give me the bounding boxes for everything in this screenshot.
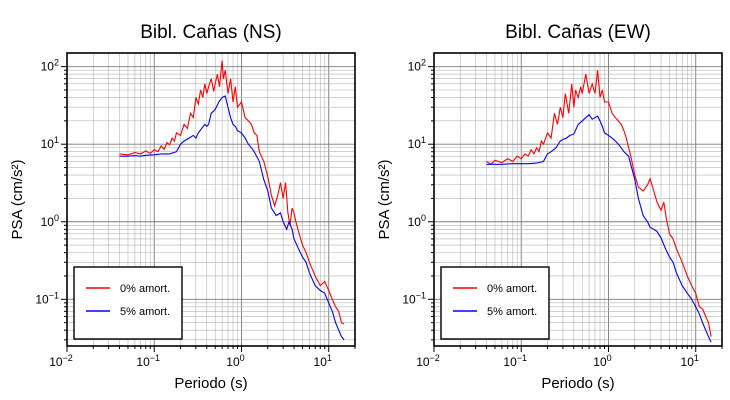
x-tick-exp: 1 [694,353,699,363]
x-tick-base: 10 [593,355,607,369]
x-tick-label: 10−2 [49,353,73,369]
x-tick-base: 10 [49,355,63,369]
series-line-damping-0 [119,60,345,325]
y-tick-label: 10−1 [35,290,59,306]
x-tick-label: 10−1 [503,353,527,369]
y-axis-label: PSA (cm/s²) [376,159,393,239]
x-tick-label: 101 [681,353,699,369]
y-tick-base: 10 [408,60,422,74]
x-tick-label: 100 [593,353,611,369]
y-tick-label: 10−1 [402,290,426,306]
plot-frame [433,52,723,347]
legend-label: 0% amort. [487,283,537,295]
x-tick-label: 101 [314,353,332,369]
y-tick-label: 102 [408,58,426,74]
x-tick-exp: −1 [517,353,527,363]
y-tick-exp: 1 [421,135,426,145]
x-tick-base: 10 [503,355,517,369]
y-tick-exp: −1 [416,290,426,300]
series-line-damping-0 [486,70,712,337]
y-tick-label: 100 [408,213,426,229]
y-tick-exp: 0 [421,213,426,223]
x-tick-exp: 0 [240,353,245,363]
x-tick-base: 10 [136,355,150,369]
y-tick-base: 10 [402,292,416,306]
y-tick-exp: 0 [54,213,59,223]
x-tick-base: 10 [314,355,328,369]
y-tick-exp: 1 [54,135,59,145]
x-tick-exp: −2 [430,353,440,363]
y-tick-label: 101 [41,135,59,151]
y-tick-base: 10 [41,215,55,229]
y-tick-base: 10 [408,215,422,229]
x-tick-base: 10 [226,355,240,369]
y-tick-base: 10 [35,292,49,306]
x-axis-label: Periodo (s) [174,375,247,392]
legend-label: 0% amort. [120,283,170,295]
y-tick-base: 10 [41,60,55,74]
x-tick-base: 10 [416,355,430,369]
x-tick-base: 10 [681,355,695,369]
y-tick-exp: −1 [49,290,59,300]
y-tick-base: 10 [41,137,55,151]
x-tick-label: 10−1 [136,353,160,369]
y-tick-label: 100 [41,213,59,229]
x-tick-exp: −1 [150,353,160,363]
x-tick-label: 100 [226,353,244,369]
x-tick-exp: 1 [327,353,332,363]
y-tick-exp: 2 [54,58,59,68]
chart-title: Bibl. Cañas (NS) [140,22,282,43]
y-tick-label: 101 [408,135,426,151]
plot-frame [66,52,356,347]
legend-box [73,266,183,340]
series-line-damping-5 [486,113,712,343]
legend-label: 5% amort. [487,306,537,318]
legend-box [440,266,550,340]
x-axis-label: Periodo (s) [541,375,614,392]
y-tick-label: 102 [41,58,59,74]
chart-title: Bibl. Cañas (EW) [505,22,651,43]
series-line-damping-5 [119,95,345,341]
y-tick-exp: 2 [421,58,426,68]
x-tick-exp: −2 [63,353,73,363]
legend-label: 5% amort. [120,306,170,318]
y-tick-base: 10 [408,137,422,151]
x-tick-label: 10−2 [416,353,440,369]
y-axis-label: PSA (cm/s²) [9,159,26,239]
x-tick-exp: 0 [607,353,612,363]
